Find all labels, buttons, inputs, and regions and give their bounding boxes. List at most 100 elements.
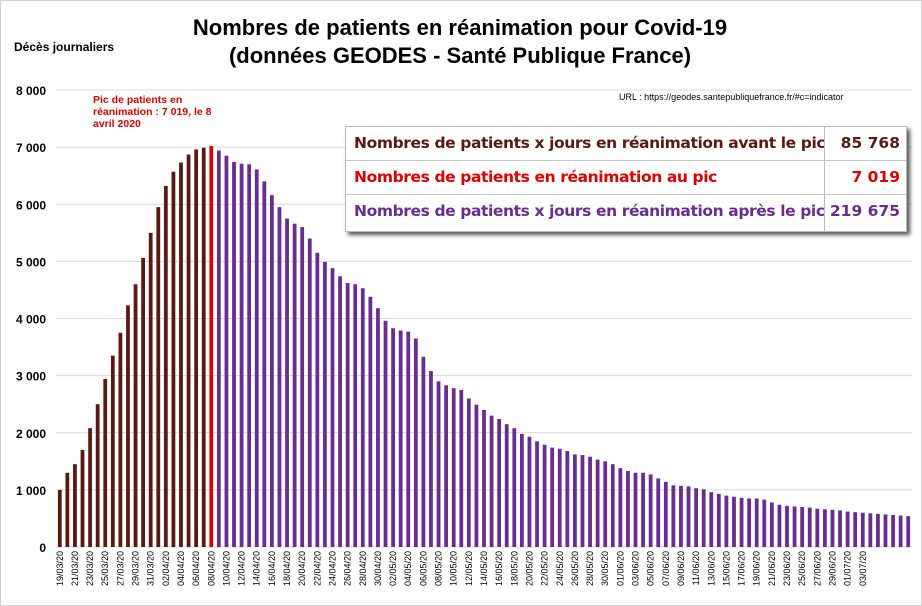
bar <box>618 468 623 547</box>
bar <box>345 283 350 547</box>
bar <box>595 459 600 547</box>
y-tick-labels: 0 1 000 2 000 3 000 4 000 5 000 6 000 7 000 8 00… <box>16 84 46 555</box>
bar <box>186 154 191 547</box>
bar <box>300 227 305 547</box>
bar <box>148 232 153 547</box>
x-tick-label: 11/06/20 <box>691 551 701 585</box>
x-tick-label: 08/05/20 <box>434 551 444 586</box>
bar <box>451 388 456 547</box>
x-tick-label: 05/06/20 <box>646 551 656 586</box>
summary-label-after-peak: Nombres de patients x jours en réanimati… <box>354 202 825 220</box>
bar <box>376 308 380 547</box>
bar <box>883 514 888 547</box>
x-tick-label: 24/05/20 <box>555 551 565 586</box>
summary-label-peak: Nombres de patients en réanimation au pi… <box>354 168 717 186</box>
x-tick-label: 21/06/20 <box>767 551 777 586</box>
bar <box>57 489 62 547</box>
bar <box>277 207 282 547</box>
bar <box>110 355 115 547</box>
bar <box>95 404 100 547</box>
bar <box>504 424 509 547</box>
x-tick-labels: 19/03/20 21/03/20 23/03/20 25/03/20 27/03/20… <box>55 551 868 586</box>
bar <box>838 510 842 547</box>
x-tick-label: 20/04/20 <box>297 551 307 586</box>
bar <box>156 207 161 547</box>
bar <box>270 195 274 548</box>
bar <box>391 328 395 547</box>
bar <box>323 261 327 547</box>
bar <box>853 512 858 547</box>
x-tick-label: 30/05/20 <box>600 551 610 586</box>
bar <box>709 492 714 547</box>
bar <box>898 515 903 547</box>
y-tick-label: 8 000 <box>16 84 46 98</box>
x-tick-label: 19/06/20 <box>752 551 762 586</box>
bar <box>338 276 342 547</box>
bar <box>285 218 289 547</box>
x-tick-label: 03/07/20 <box>858 551 868 586</box>
bar <box>262 181 267 547</box>
x-tick-label: 01/07/20 <box>843 551 853 586</box>
bar <box>171 171 176 547</box>
bar <box>65 472 70 547</box>
bar <box>762 499 767 547</box>
bar <box>482 409 486 547</box>
bar <box>876 513 880 547</box>
y-tick-label: 4 000 <box>16 313 46 327</box>
bar <box>527 436 532 547</box>
summary-row-before-peak: Nombres de patients x jours en réanimati… <box>346 127 906 161</box>
summary-table: Nombres de patients x jours en réanimati… <box>345 126 907 232</box>
bar <box>383 320 388 547</box>
summary-row-peak: Nombres de patients en réanimation au pi… <box>346 161 906 195</box>
bar <box>88 428 92 547</box>
bar <box>474 404 479 547</box>
bar <box>747 498 752 547</box>
bar <box>254 169 259 547</box>
x-tick-label: 29/06/20 <box>827 551 837 586</box>
x-tick-label: 07/06/20 <box>661 551 671 586</box>
bar <box>133 284 138 547</box>
bar <box>360 288 365 547</box>
x-tick-label: 01/06/20 <box>615 551 625 586</box>
bar <box>656 478 661 547</box>
y-tick-label: 0 <box>39 541 46 555</box>
bar <box>550 447 555 547</box>
x-tick-label: 28/05/20 <box>585 551 595 586</box>
x-tick-label: 16/05/20 <box>494 551 504 586</box>
bar <box>580 455 585 547</box>
x-tick-label: 10/04/20 <box>221 551 231 586</box>
bar <box>466 398 471 547</box>
bar <box>224 155 229 547</box>
y-tick-label: 1 000 <box>16 484 46 498</box>
bar <box>694 488 698 547</box>
bar <box>792 506 797 547</box>
bar <box>436 381 441 547</box>
bar <box>163 185 168 547</box>
bar <box>739 497 744 547</box>
bar <box>429 371 433 547</box>
bar <box>860 512 865 547</box>
summary-value-before-peak: 85 768 <box>840 134 900 152</box>
bar <box>247 164 252 547</box>
x-tick-label: 30/04/20 <box>373 551 383 586</box>
x-tick-label: 15/06/20 <box>721 551 731 586</box>
x-tick-label: 25/03/20 <box>100 551 110 586</box>
x-tick-label: 19/03/20 <box>55 551 65 586</box>
x-tick-label: 14/04/20 <box>252 551 262 586</box>
summary-label-before-peak: Nombres de patients x jours en réanimati… <box>354 134 826 152</box>
x-tick-label: 13/06/20 <box>706 551 716 586</box>
peak-annotation: Pic de patients en réanimation : 7 019, … <box>93 94 212 130</box>
bar <box>807 507 812 547</box>
y-tick-label: 2 000 <box>16 427 46 441</box>
y-tick-label: 5 000 <box>16 255 46 269</box>
bar <box>201 147 206 548</box>
bar <box>497 419 502 547</box>
source-url: URL : https://geodes.santepubliquefrance… <box>619 92 844 102</box>
x-tick-label: 21/03/20 <box>70 551 80 586</box>
bar <box>292 223 297 548</box>
bar <box>633 472 638 547</box>
bar <box>641 472 645 547</box>
bar <box>906 516 911 547</box>
x-tick-label: 16/04/20 <box>267 551 277 586</box>
